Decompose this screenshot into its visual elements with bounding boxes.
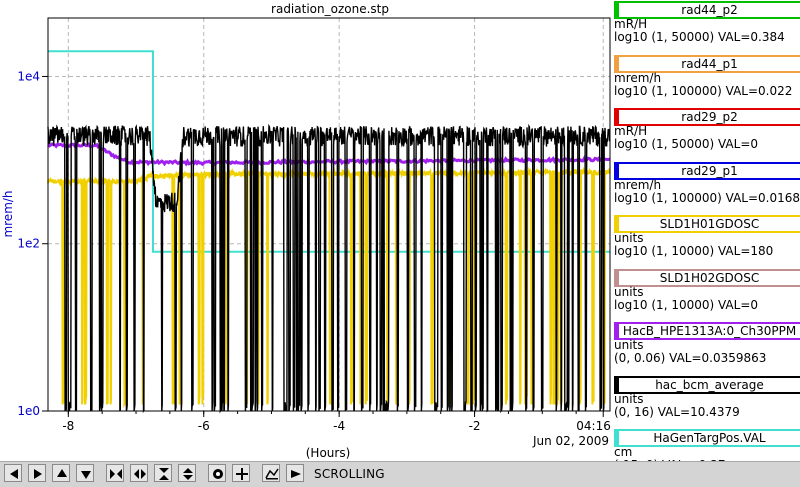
y-tick-label: 1e4	[17, 69, 40, 83]
legend-series-name[interactable]: rad29_p2	[614, 108, 800, 126]
fit-icon	[265, 468, 279, 480]
arrow-down-icon	[81, 471, 91, 479]
legend-value: log10 (1, 50000) VAL=0.384	[614, 30, 785, 44]
legend-series-name[interactable]: rad44_p1	[614, 54, 800, 73]
x-tick-label: -4	[333, 419, 345, 433]
legend-item[interactable]: HacB_HPE1313A:0_Ch30PPM units (0, 0.06) VA…	[612, 321, 800, 375]
arrow-left-icon	[10, 469, 18, 479]
legend-value: log10 (1, 10000) VAL=0	[614, 297, 759, 312]
x-tick-label: -6	[198, 419, 210, 433]
arrow-up-button[interactable]	[52, 464, 70, 482]
x-tick-label: -2	[469, 419, 481, 433]
legend-value: (0, 16) VAL=10.4379	[614, 404, 740, 419]
legend-series-name[interactable]: rad44_p2	[614, 1, 800, 19]
expand-vertical-icon	[183, 468, 193, 480]
legend-value: log10 (1, 100000) VAL=0.022	[614, 83, 793, 98]
legend-unit: cm	[614, 445, 633, 459]
chart-title: radiation_ozone.stp	[271, 2, 389, 16]
legend-panel: rad44_p2 mR/H log10 (1, 50000) VAL=0.384 ra…	[612, 0, 800, 472]
legend-series-name[interactable]: HaGenTargPos.VAL	[614, 429, 800, 447]
x-axis-label: (Hours)	[306, 446, 351, 460]
y-tick-label: 1e0	[17, 404, 40, 418]
legend-item[interactable]: hac_bcm_average units (0, 16) VAL=10.4379	[612, 375, 800, 429]
chart-panel[interactable]: radiation_ozone.stp 1e0 1e2 1e4 mrem/h -8 -6 -4…	[0, 0, 612, 460]
plot-frame	[47, 17, 611, 412]
scroll-button[interactable]	[286, 464, 304, 482]
legend-series-name[interactable]: rad29_p1	[614, 161, 800, 180]
series-sld1h01gdosc	[47, 166, 611, 409]
record-icon	[213, 469, 223, 479]
scroll-icon	[291, 470, 301, 478]
timestamp-date: Jun 02, 2009	[532, 434, 609, 448]
toolbar: SCROLLING	[0, 461, 800, 487]
expand-horizontal-icon	[110, 469, 122, 479]
legend-item[interactable]: rad29_p1 mrem/h log10 (1, 100000) VAL=0.01…	[612, 161, 800, 215]
legend-unit: units	[614, 391, 644, 406]
legend-value: log10 (1, 100000) VAL=0.0168	[614, 190, 800, 205]
expand-vertical-button[interactable]	[178, 464, 196, 482]
fit-button[interactable]	[262, 464, 280, 482]
legend-unit: units	[614, 231, 644, 245]
arrow-down-button[interactable]	[76, 464, 94, 482]
legend-series-name[interactable]: HacB_HPE1313A:0_Ch30PPM	[614, 322, 800, 340]
legend-series-name[interactable]: SLD1H02GDOSC	[614, 268, 800, 287]
legend-value: log10 (1, 50000) VAL=0	[614, 137, 759, 151]
compress-vertical-icon	[159, 468, 169, 480]
legend-unit: mrem/h	[614, 177, 662, 192]
arrow-left-button[interactable]	[4, 464, 22, 482]
record-button[interactable]	[208, 464, 226, 482]
arrow-up-icon	[57, 469, 67, 477]
legend-unit: mrem/h	[614, 70, 662, 85]
compress-horizontal-button[interactable]	[130, 464, 148, 482]
legend-item[interactable]: rad44_p2 mR/H log10 (1, 50000) VAL=0.384	[612, 0, 800, 54]
legend-unit: mR/H	[614, 124, 648, 138]
legend-unit: units	[614, 284, 644, 299]
crosshair-icon	[236, 468, 248, 480]
legend-series-name[interactable]: SLD1H01GDOSC	[614, 215, 800, 233]
y-tick-label: 1e2	[17, 237, 40, 251]
series-hacb-hpe1313a-0-ch30ppm	[47, 142, 611, 167]
x-tick-label: 04:16:27	[576, 419, 612, 433]
legend-item[interactable]: rad29_p2 mR/H log10 (1, 50000) VAL=0	[612, 107, 800, 161]
legend-unit: units	[614, 338, 644, 352]
arrow-right-button[interactable]	[28, 464, 46, 482]
legend-value: (0, 0.06) VAL=0.0359863	[614, 351, 767, 365]
legend-series-name[interactable]: hac_bcm_average	[614, 375, 800, 394]
compress-vertical-button[interactable]	[154, 464, 172, 482]
legend-value: log10 (1, 10000) VAL=180	[614, 244, 774, 258]
series-hac-bcm-average	[47, 123, 611, 414]
chart-svg[interactable]: radiation_ozone.stp 1e0 1e2 1e4 mrem/h -8 -6 -4…	[0, 0, 612, 460]
legend-item[interactable]: SLD1H01GDOSC units log10 (1, 10000) VAL=18…	[612, 214, 800, 268]
legend-unit: mR/H	[614, 17, 648, 31]
x-tick-label: -8	[62, 419, 74, 433]
legend-item[interactable]: SLD1H02GDOSC units log10 (1, 10000) VAL=0	[612, 268, 800, 322]
arrow-right-icon	[34, 469, 42, 479]
compress-horizontal-icon	[134, 469, 146, 479]
scrolling-mode-label: SCROLLING	[314, 467, 385, 481]
expand-horizontal-button[interactable]	[106, 464, 124, 482]
crosshair-button[interactable]	[232, 464, 250, 482]
legend-item[interactable]: rad44_p1 mrem/h log10 (1, 100000) VAL=0.02…	[612, 54, 800, 108]
y-axis-label: mrem/h	[1, 190, 15, 237]
